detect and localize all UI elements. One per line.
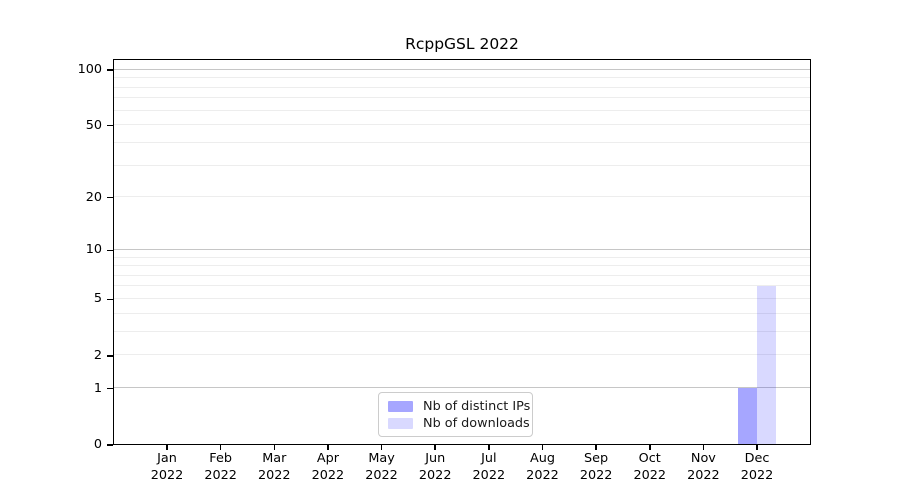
x-axis-tick-label: Feb 2022 — [181, 451, 261, 484]
x-tick-year: 2022 — [472, 467, 506, 483]
gridline-minor — [114, 164, 810, 166]
gridline-major — [114, 387, 810, 389]
y-axis-tick — [107, 444, 113, 446]
gridline-minor — [114, 86, 810, 88]
x-tick-year: 2022 — [687, 467, 720, 483]
gridline-minor — [114, 354, 810, 356]
x-axis-tick-label: Sep 2022 — [556, 451, 636, 484]
x-tick-month: Jun — [425, 451, 446, 466]
gridline-minor — [114, 109, 810, 111]
y-axis-tick — [107, 355, 113, 357]
x-axis-tick-label: Jun 2022 — [395, 451, 475, 484]
x-tick-year: 2022 — [526, 467, 559, 483]
x-tick-year: 2022 — [204, 467, 237, 483]
gridline-minor — [114, 97, 810, 99]
x-tick-month: Feb — [209, 451, 232, 466]
x-axis-tick-label: Aug 2022 — [502, 451, 582, 484]
x-axis-tick — [219, 445, 222, 450]
x-axis-tick — [166, 445, 168, 450]
bar-downloads — [756, 286, 776, 444]
x-tick-month: Sep — [584, 451, 609, 466]
x-tick-month: Oct — [638, 451, 661, 466]
gridline-minor — [114, 312, 810, 314]
y-axis-tick-label: 5 — [93, 291, 102, 307]
y-axis-tick — [107, 387, 113, 390]
gridline-major — [114, 248, 810, 250]
x-tick-month: Nov — [690, 451, 716, 466]
y-axis-tick-label: 1 — [93, 380, 102, 396]
x-axis-tick-label: Nov 2022 — [663, 451, 743, 484]
x-axis-tick-label: Oct 2022 — [610, 451, 690, 484]
x-axis-tick — [756, 445, 758, 450]
gridline-minor — [114, 124, 810, 126]
legend: Nb of distinct IPs Nb of downloads — [378, 392, 533, 437]
y-axis-tick — [107, 124, 113, 127]
y-axis-tick — [107, 69, 113, 71]
y-axis-tick — [107, 298, 113, 301]
x-axis-tick-label: Mar 2022 — [234, 451, 314, 484]
gridline-minor — [114, 285, 810, 287]
x-axis-tick — [380, 445, 383, 450]
gridline-minor — [114, 274, 810, 276]
y-axis-tick-label: 10 — [85, 242, 102, 258]
y-axis-tick — [107, 249, 113, 251]
gridline-minor — [114, 256, 810, 258]
x-tick-month: May — [368, 451, 395, 466]
x-tick-month: Apr — [316, 451, 339, 466]
x-axis-tick — [434, 445, 436, 450]
x-axis-tick-label: Jul 2022 — [449, 451, 529, 484]
x-tick-month: Jan — [157, 451, 177, 466]
bar-distinct-ips — [737, 387, 757, 444]
y-axis-tick — [107, 196, 113, 199]
y-axis-tick-label: 50 — [85, 117, 102, 133]
x-axis-tick — [541, 445, 544, 450]
y-axis-tick-label: 2 — [93, 347, 102, 363]
gridline-major — [114, 68, 810, 70]
gridline-minor — [114, 141, 810, 143]
legend-entry: Nb of distinct IPs — [388, 399, 530, 414]
legend-label: Nb of downloads — [423, 416, 530, 431]
legend-label: Nb of distinct IPs — [423, 399, 531, 414]
gridline-minor — [114, 77, 810, 79]
y-axis-tick-label: 100 — [77, 62, 102, 78]
x-axis-tick — [273, 445, 276, 450]
x-tick-year: 2022 — [740, 467, 774, 483]
gridline-minor — [114, 196, 810, 198]
gridline-minor — [114, 330, 810, 332]
x-axis-tick-label: Apr 2022 — [288, 451, 368, 484]
gridline-minor — [114, 265, 810, 267]
legend-entry: Nb of downloads — [388, 416, 530, 431]
plot-area — [113, 59, 811, 445]
x-tick-year: 2022 — [418, 467, 452, 483]
gridline-minor — [114, 298, 810, 299]
legend-swatch-distinct-ips — [388, 401, 413, 412]
x-tick-year: 2022 — [579, 467, 613, 483]
x-tick-year: 2022 — [311, 467, 345, 483]
x-tick-month: Dec — [744, 451, 770, 466]
x-tick-year: 2022 — [150, 467, 184, 483]
x-axis-tick — [702, 445, 705, 450]
x-tick-year: 2022 — [633, 467, 667, 483]
x-axis-tick — [488, 445, 490, 450]
x-tick-year: 2022 — [257, 467, 291, 483]
chart-title: RcppGSL 2022 — [405, 35, 519, 53]
x-axis-tick — [649, 445, 651, 450]
x-tick-year: 2022 — [365, 467, 398, 483]
legend-swatch-downloads — [388, 418, 413, 429]
x-tick-month: Aug — [529, 451, 555, 466]
x-axis-tick — [327, 445, 329, 450]
x-axis-tick-label: Jan 2022 — [127, 451, 207, 484]
x-tick-month: Jul — [481, 451, 497, 466]
x-axis-tick-label: Dec 2022 — [717, 451, 797, 484]
x-axis-tick — [595, 445, 597, 450]
y-axis-tick-label: 0 — [93, 437, 102, 452]
y-axis-tick-label: 20 — [85, 189, 102, 205]
x-axis-tick-label: May 2022 — [342, 451, 422, 484]
x-tick-month: Mar — [262, 451, 287, 466]
